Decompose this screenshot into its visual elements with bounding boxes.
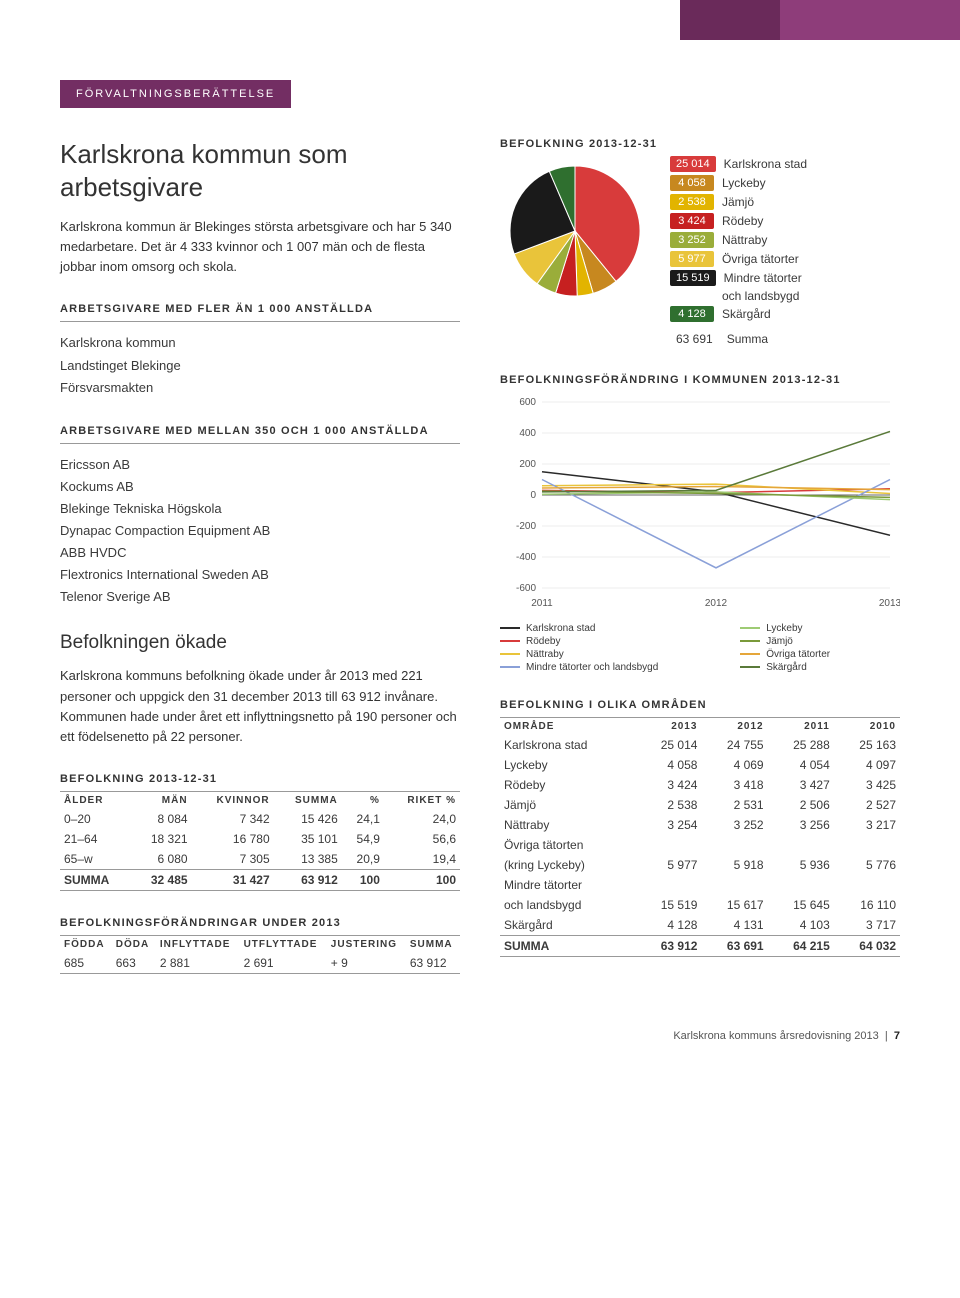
svg-text:-200: -200	[516, 521, 536, 532]
legend-row: 3 252Nättraby	[670, 232, 900, 248]
svg-text:0: 0	[530, 490, 536, 501]
svg-text:2012: 2012	[705, 598, 728, 609]
changes-table: FÖDDADÖDAINFLYTTADEUTFLYTTADEJUSTERINGSU…	[60, 935, 460, 974]
legend-row: 2 538Jämjö	[670, 194, 900, 210]
svg-text:400: 400	[519, 428, 536, 439]
list-item: Karlskrona kommun	[60, 332, 460, 354]
page-footer: Karlskrona kommuns årsredovisning 2013 |…	[0, 1014, 960, 1072]
section-header-badge: FÖRVALTNINGSBERÄTTELSE	[60, 80, 291, 108]
legend-row: 25 014Karlskrona stad	[670, 156, 900, 172]
top-stripe-light	[780, 0, 960, 40]
list-item: Dynapac Compaction Equipment AB	[60, 520, 460, 542]
footer-text: Karlskrona kommuns årsredovisning 2013	[673, 1030, 878, 1042]
population-body: Karlskrona kommuns befolkning ökade unde…	[60, 666, 460, 747]
area-table: OMRÅDE2013201220112010Karlskrona stad25 …	[500, 717, 900, 957]
right-column: BEFOLKNING 2013-12-31 25 014Karlskrona s…	[500, 138, 900, 974]
changes-table-title: BEFOLKNINGSFÖRÄNDRINGAR UNDER 2013	[60, 917, 460, 929]
population-pie-chart	[500, 156, 650, 306]
svg-text:600: 600	[519, 397, 536, 408]
age-table: ÅLDERMÄNKVINNORSUMMA%RIKET %0–208 0847 3…	[60, 791, 460, 891]
svg-text:-600: -600	[516, 583, 536, 594]
legend-row: 4 058Lyckeby	[670, 175, 900, 191]
pie-title: BEFOLKNING 2013-12-31	[500, 138, 900, 150]
area-table-title: BEFOLKNING I OLIKA OMRÅDEN	[500, 699, 900, 711]
top-stripe-dark	[680, 0, 780, 40]
svg-text:2011: 2011	[531, 598, 553, 609]
employers-over-1000-list: Karlskrona kommunLandstinget BlekingeFör…	[60, 332, 460, 398]
list-item: ABB HVDC	[60, 542, 460, 564]
employers-350-1000-list: Ericsson ABKockums ABBlekinge Tekniska H…	[60, 454, 460, 609]
svg-text:200: 200	[519, 459, 536, 470]
list-item: Landstinget Blekinge	[60, 355, 460, 377]
employers-over-1000-title: ARBETSGIVARE MED FLER ÄN 1 000 ANSTÄLLDA	[60, 303, 460, 315]
age-table-title: BEFOLKNING 2013-12-31	[60, 773, 460, 785]
legend-row: 5 977Övriga tätorter	[670, 251, 900, 267]
page-title: Karlskrona kommun som arbetsgivare	[60, 138, 460, 203]
legend-row: 4 128Skärgård	[670, 306, 900, 322]
legend-row: 3 424Rödeby	[670, 213, 900, 229]
list-item: Flextronics International Sweden AB	[60, 564, 460, 586]
employers-350-1000-title: ARBETSGIVARE MED MELLAN 350 OCH 1 000 AN…	[60, 425, 460, 437]
legend-row: 15 519Mindre tätorter	[670, 270, 900, 286]
pie-legend: 25 014Karlskrona stad 4 058Lyckeby 2 538Jä…	[670, 156, 900, 348]
list-item: Ericsson AB	[60, 454, 460, 476]
population-heading: Befolkningen ökade	[60, 632, 460, 654]
svg-text:-400: -400	[516, 552, 536, 563]
list-item: Kockums AB	[60, 476, 460, 498]
intro-paragraph: Karlskrona kommun är Blekinges största a…	[60, 217, 460, 277]
population-trend-chart: -600 -400 -200 0 200 400 600 2011 2012 2013	[500, 392, 900, 612]
top-color-bar	[0, 0, 960, 40]
list-item: Försvarsmakten	[60, 377, 460, 399]
svg-text:2013: 2013	[879, 598, 900, 609]
page-number: 7	[894, 1030, 900, 1042]
list-item: Blekinge Tekniska Högskola	[60, 498, 460, 520]
trend-chart-legend: Karlskrona stadLyckebyRödebyJämjöNättrab…	[500, 623, 900, 673]
left-column: Karlskrona kommun som arbetsgivare Karls…	[60, 138, 460, 974]
trend-chart-title: BEFOLKNINGSFÖRÄNDRING I KOMMUNEN 2013-12…	[500, 374, 900, 386]
list-item: Telenor Sverige AB	[60, 586, 460, 608]
